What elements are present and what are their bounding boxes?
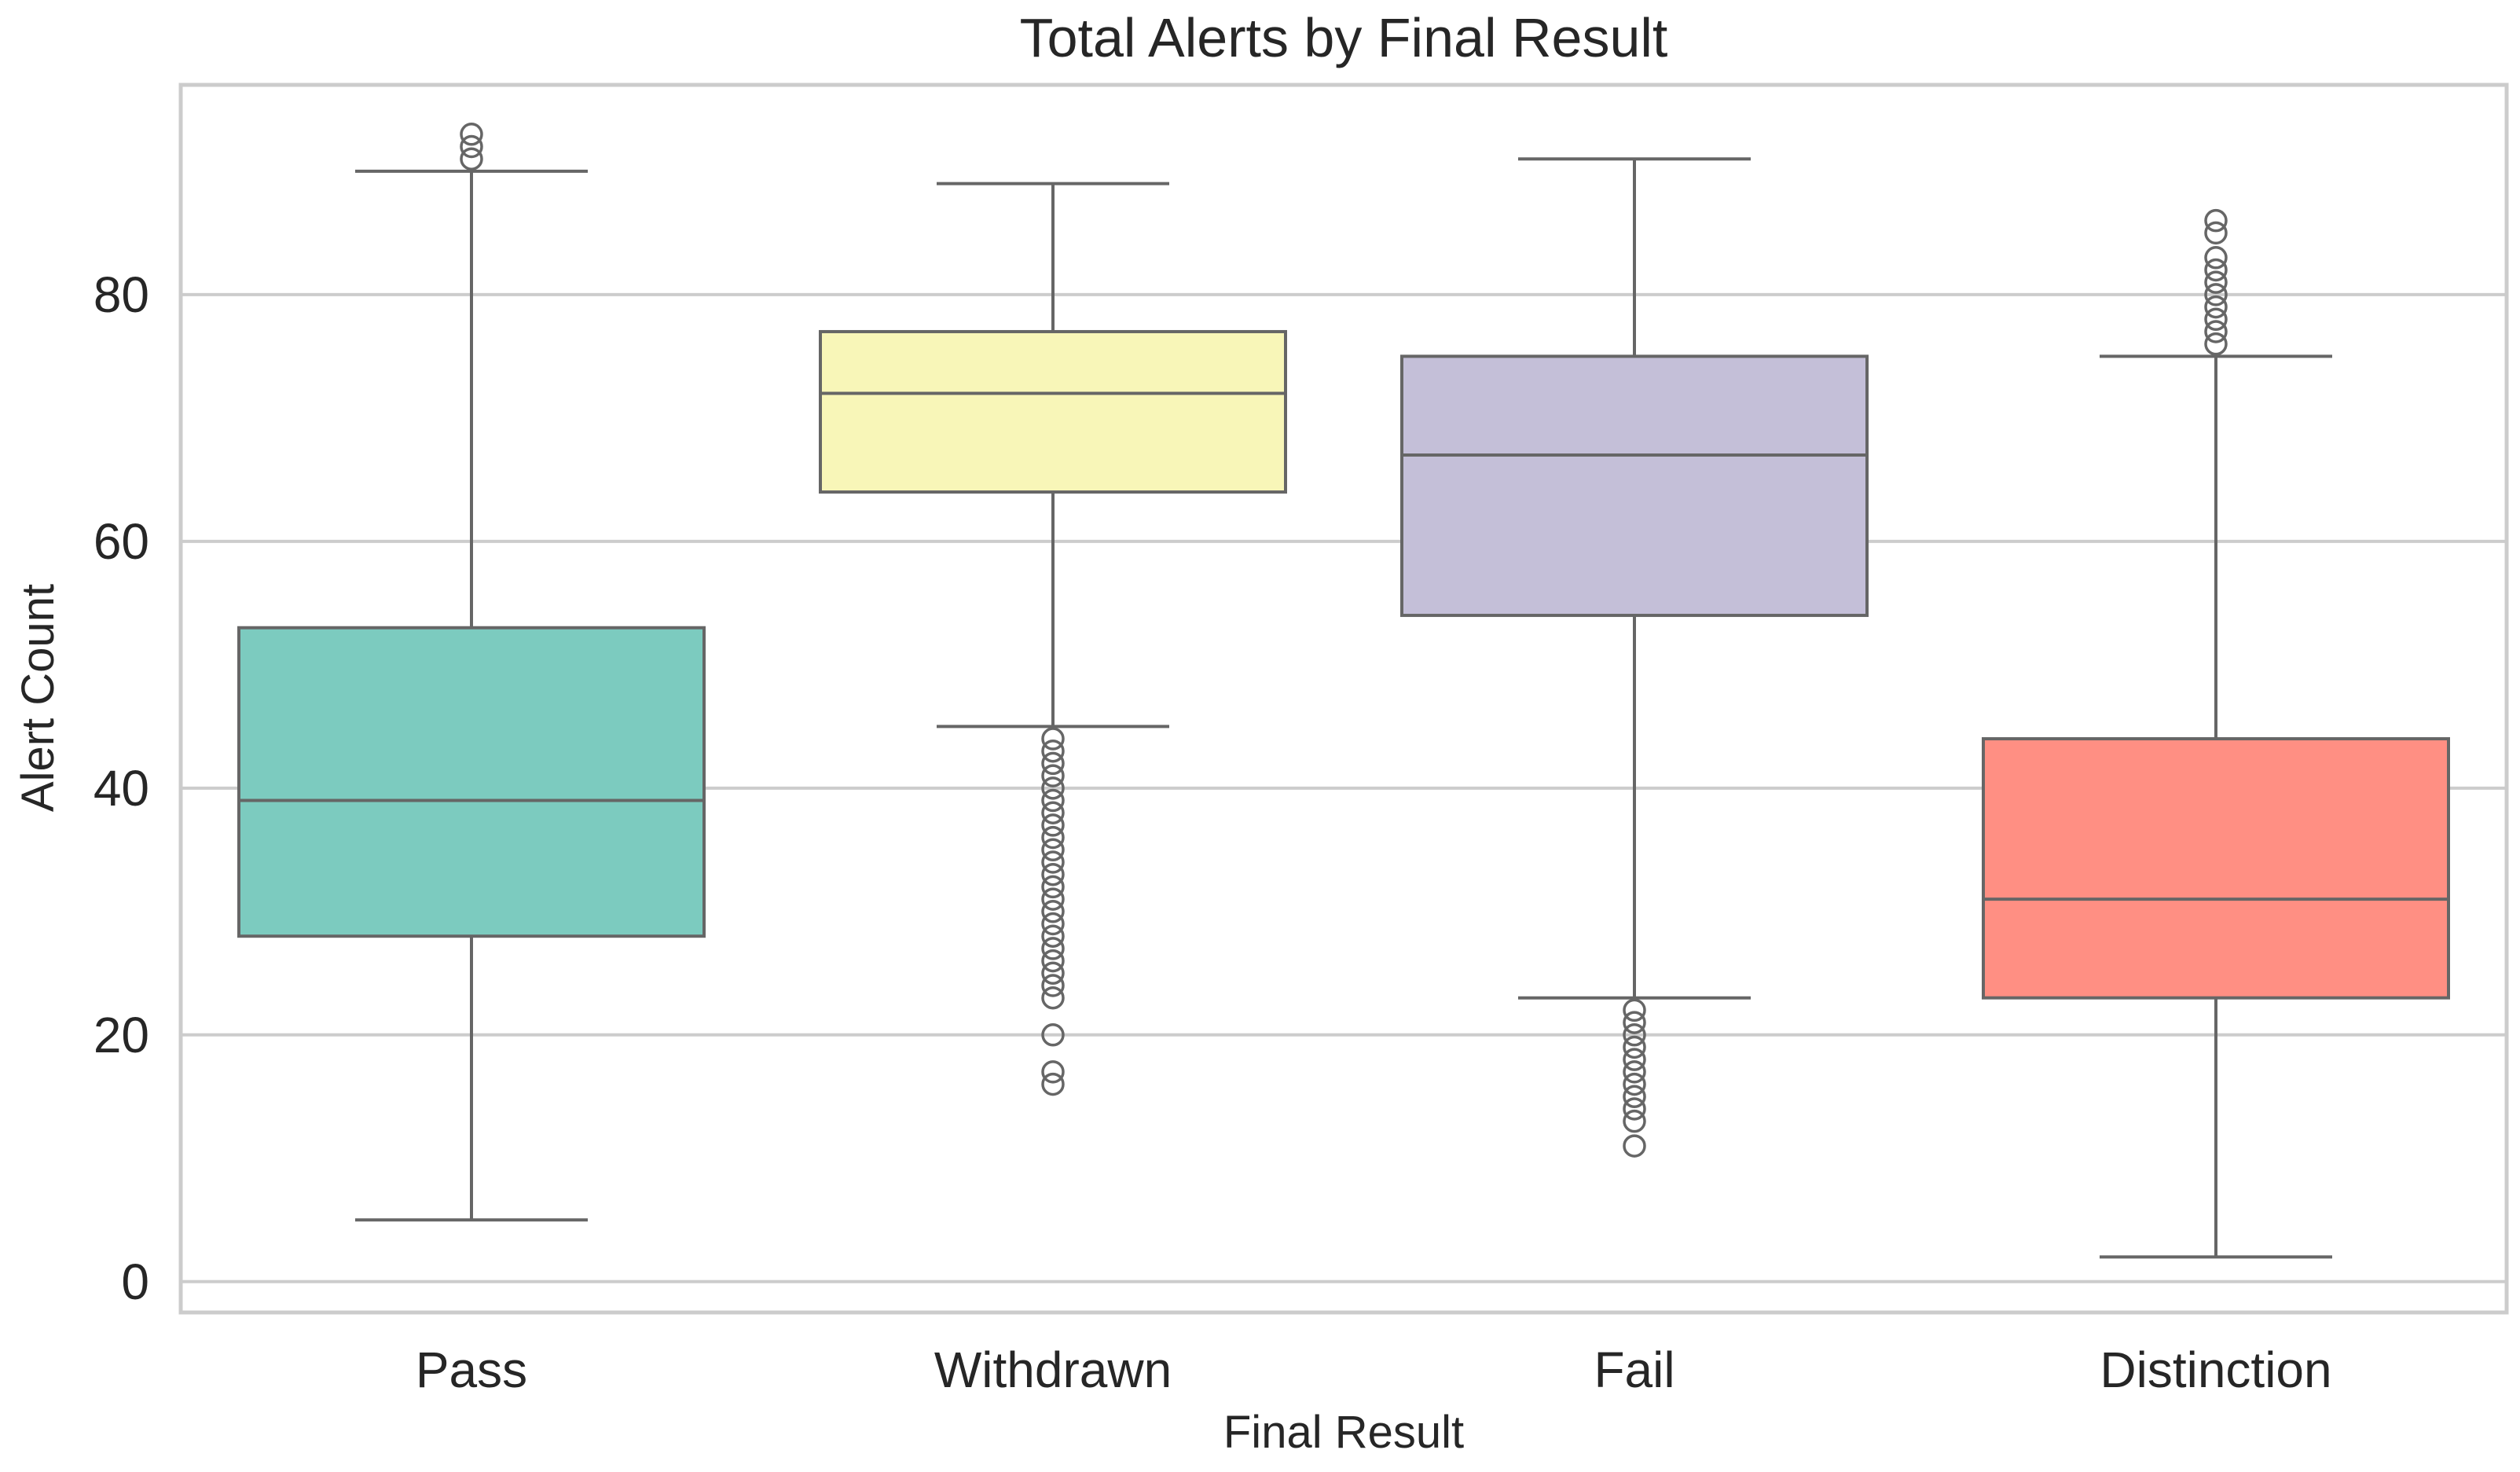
outlier-withdrawn-18 bbox=[1041, 801, 1065, 824]
outlier-withdrawn-2 bbox=[1041, 1023, 1065, 1047]
outlier-fail-9 bbox=[1623, 1011, 1646, 1034]
outlier-distinction-6 bbox=[2204, 258, 2228, 282]
iqr-box-pass bbox=[237, 626, 706, 938]
x-tick-label-withdrawn: Withdrawn bbox=[934, 1342, 1172, 1398]
outlier-distinction-5 bbox=[2204, 270, 2228, 294]
box-distinction bbox=[1982, 208, 2450, 1259]
chart-title: Total Alerts by Final Result bbox=[1020, 7, 1668, 68]
outlier-fail-5 bbox=[1623, 1060, 1646, 1084]
outlier-distinction-8 bbox=[2204, 221, 2228, 245]
outlier-distinction-7 bbox=[2204, 246, 2228, 270]
outlier-distinction-2 bbox=[2204, 307, 2228, 332]
outlier-withdrawn-4 bbox=[1041, 974, 1065, 997]
outlier-withdrawn-14 bbox=[1041, 850, 1065, 874]
box-withdrawn bbox=[819, 182, 1287, 1096]
outlier-withdrawn-17 bbox=[1041, 813, 1065, 837]
outlier-withdrawn-3 bbox=[1041, 986, 1065, 1010]
outlier-fail-0 bbox=[1623, 1134, 1646, 1158]
outlier-withdrawn-13 bbox=[1041, 862, 1065, 887]
x-tick-label-fail: Fail bbox=[1594, 1342, 1674, 1398]
outlier-withdrawn-0 bbox=[1041, 1072, 1065, 1096]
outlier-withdrawn-1 bbox=[1041, 1060, 1065, 1084]
outlier-withdrawn-9 bbox=[1041, 912, 1065, 936]
outlier-withdrawn-8 bbox=[1041, 924, 1065, 948]
box-series bbox=[237, 123, 2450, 1259]
outlier-withdrawn-15 bbox=[1041, 838, 1065, 862]
outlier-pass-2 bbox=[460, 123, 483, 146]
x-axis-ticks: Pass Withdrawn Fail Distinction bbox=[416, 1342, 2332, 1398]
outlier-fail-8 bbox=[1623, 1023, 1646, 1047]
box-pass bbox=[237, 123, 706, 1222]
outlier-distinction-9 bbox=[2204, 208, 2228, 233]
outlier-withdrawn-16 bbox=[1041, 825, 1065, 850]
outlier-withdrawn-5 bbox=[1041, 961, 1065, 986]
outlier-fail-3 bbox=[1623, 1085, 1646, 1109]
outlier-withdrawn-7 bbox=[1041, 937, 1065, 960]
outlier-pass-1 bbox=[460, 134, 483, 159]
y-tick-label-40: 40 bbox=[94, 760, 149, 817]
outlier-fail-1 bbox=[1623, 1109, 1646, 1133]
iqr-box-distinction bbox=[1982, 737, 2450, 1000]
outlier-pass-0 bbox=[460, 147, 483, 171]
outlier-withdrawn-22 bbox=[1041, 751, 1065, 776]
y-axis-ticks: 0 20 40 60 80 bbox=[94, 266, 149, 1310]
plot-frame bbox=[178, 83, 2509, 1315]
outlier-withdrawn-6 bbox=[1041, 949, 1065, 973]
outlier-withdrawn-11 bbox=[1041, 887, 1065, 911]
x-tick-label-distinction: Distinction bbox=[2100, 1342, 2331, 1398]
outlier-fail-10 bbox=[1623, 998, 1646, 1022]
outlier-distinction-3 bbox=[2204, 295, 2228, 319]
outlier-withdrawn-20 bbox=[1041, 776, 1065, 800]
outlier-withdrawn-10 bbox=[1041, 900, 1065, 923]
outlier-fail-2 bbox=[1623, 1097, 1646, 1121]
x-tick-label-pass: Pass bbox=[416, 1342, 527, 1398]
y-tick-label-80: 80 bbox=[94, 266, 149, 323]
box-fail bbox=[1400, 157, 1869, 1158]
y-tick-label-0: 0 bbox=[121, 1254, 149, 1310]
outlier-distinction-1 bbox=[2204, 320, 2228, 343]
outlier-withdrawn-12 bbox=[1041, 875, 1065, 899]
iqr-box-fail bbox=[1400, 354, 1869, 618]
outlier-distinction-0 bbox=[2204, 332, 2228, 356]
outlier-fail-6 bbox=[1623, 1048, 1646, 1071]
outlier-withdrawn-21 bbox=[1041, 764, 1065, 787]
outlier-withdrawn-24 bbox=[1041, 727, 1065, 751]
iqr-box-withdrawn bbox=[819, 329, 1287, 494]
y-axis-label: Alert Count bbox=[13, 584, 64, 812]
outlier-fail-7 bbox=[1623, 1035, 1646, 1059]
outlier-fail-4 bbox=[1623, 1072, 1646, 1096]
x-axis-label: Final Result bbox=[1223, 1407, 1464, 1458]
outlier-withdrawn-23 bbox=[1041, 739, 1065, 763]
outlier-withdrawn-19 bbox=[1041, 788, 1065, 813]
y-tick-label-60: 60 bbox=[94, 513, 149, 570]
y-tick-label-20: 20 bbox=[94, 1007, 149, 1063]
outlier-distinction-4 bbox=[2204, 283, 2228, 307]
